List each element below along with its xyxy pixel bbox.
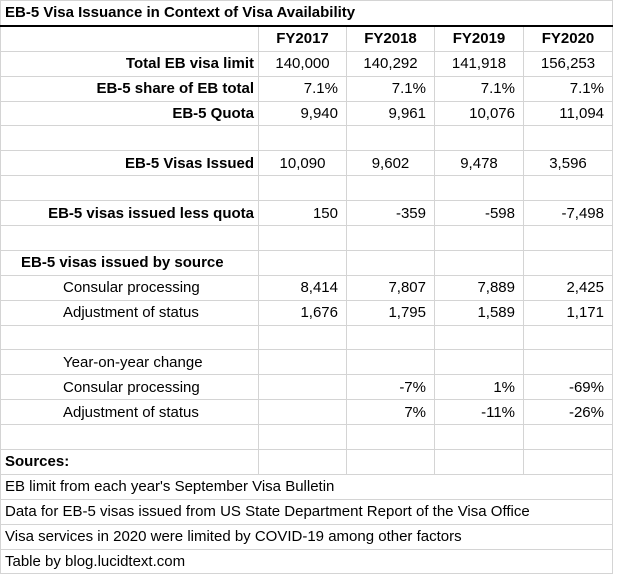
row-yoy-adjustment: Adjustment of status 7% -11% -26% bbox=[0, 399, 613, 426]
row-adjustment: Adjustment of status 1,676 1,795 1,589 1… bbox=[0, 299, 613, 326]
cell-value: -26% bbox=[523, 399, 613, 426]
row-label: Adjustment of status bbox=[0, 299, 259, 326]
note-line: EB limit from each year's September Visa… bbox=[0, 473, 613, 500]
cell-value: -7,498 bbox=[523, 200, 613, 227]
row-yoy-header: Year-on-year change bbox=[0, 349, 613, 376]
blank-row bbox=[0, 225, 613, 251]
cell-value: 1,795 bbox=[346, 299, 435, 326]
empty-cell bbox=[0, 25, 259, 52]
year-header: FY2019 bbox=[434, 25, 524, 52]
cell-value: 150 bbox=[258, 200, 347, 227]
row-note: Table by blog.lucidtext.com bbox=[0, 548, 613, 575]
row-less-quota: EB-5 visas issued less quota 150 -359 -5… bbox=[0, 200, 613, 227]
row-consular: Consular processing 8,414 7,807 7,889 2,… bbox=[0, 274, 613, 301]
cell-value: 7.1% bbox=[523, 75, 613, 102]
cell-value: 7% bbox=[346, 399, 435, 426]
row-label: EB-5 visas issued less quota bbox=[0, 200, 259, 227]
row-share: EB-5 share of EB total 7.1% 7.1% 7.1% 7.… bbox=[0, 75, 613, 102]
note-line: Visa services in 2020 were limited by CO… bbox=[0, 523, 613, 550]
cell-value: 1% bbox=[434, 374, 524, 401]
row-note: Data for EB-5 visas issued from US State… bbox=[0, 498, 613, 525]
cell-value: -11% bbox=[434, 399, 524, 426]
row-issued: EB-5 Visas Issued 10,090 9,602 9,478 3,5… bbox=[0, 150, 613, 177]
row-yoy-consular: Consular processing -7% 1% -69% bbox=[0, 374, 613, 401]
cell-value: 140,000 bbox=[258, 50, 347, 77]
cell-value: 10,076 bbox=[434, 100, 524, 127]
cell-value: 156,253 bbox=[523, 50, 613, 77]
header-row: FY2017 FY2018 FY2019 FY2020 bbox=[0, 25, 613, 52]
row-label: Total EB visa limit bbox=[0, 50, 259, 77]
cell-value: 1,589 bbox=[434, 299, 524, 326]
cell-value: 7.1% bbox=[346, 75, 435, 102]
blank-row bbox=[0, 125, 613, 152]
row-note: EB limit from each year's September Visa… bbox=[0, 473, 613, 500]
blank-row bbox=[0, 324, 613, 351]
row-by-source-header: EB-5 visas issued by source bbox=[0, 249, 613, 276]
section-label: Year-on-year change bbox=[0, 349, 259, 376]
cell-value: 141,918 bbox=[434, 50, 524, 77]
cell-value: 9,961 bbox=[346, 100, 435, 127]
row-label: EB-5 Visas Issued bbox=[0, 150, 259, 177]
eb5-table: EB-5 Visa Issuance in Context of Visa Av… bbox=[0, 0, 613, 575]
row-label: Consular processing bbox=[0, 374, 259, 401]
cell-value: -598 bbox=[434, 200, 524, 227]
row-label: Adjustment of status bbox=[0, 399, 259, 426]
year-header: FY2017 bbox=[258, 25, 347, 52]
cell-value bbox=[258, 399, 347, 426]
table-title: EB-5 Visa Issuance in Context of Visa Av… bbox=[0, 0, 613, 27]
year-header: FY2018 bbox=[346, 25, 435, 52]
sources-label: Sources: bbox=[0, 449, 259, 475]
row-label: EB-5 share of EB total bbox=[0, 75, 259, 102]
cell-value: 9,478 bbox=[434, 150, 524, 177]
cell-value: 11,094 bbox=[523, 100, 613, 127]
title-row: EB-5 Visa Issuance in Context of Visa Av… bbox=[0, 0, 613, 27]
cell-value: 7.1% bbox=[258, 75, 347, 102]
row-label: EB-5 Quota bbox=[0, 100, 259, 127]
cell-value: 7,889 bbox=[434, 274, 524, 301]
cell-value: 140,292 bbox=[346, 50, 435, 77]
cell-value: 7.1% bbox=[434, 75, 524, 102]
note-line: Data for EB-5 visas issued from US State… bbox=[0, 498, 613, 525]
cell-value: 7,807 bbox=[346, 274, 435, 301]
note-line: Table by blog.lucidtext.com bbox=[0, 548, 613, 575]
cell-value: -359 bbox=[346, 200, 435, 227]
row-sources: Sources: bbox=[0, 449, 613, 475]
row-total-limit: Total EB visa limit 140,000 140,292 141,… bbox=[0, 50, 613, 77]
cell-value: 1,171 bbox=[523, 299, 613, 326]
cell-value: 9,602 bbox=[346, 150, 435, 177]
cell-value: 10,090 bbox=[258, 150, 347, 177]
row-note: Visa services in 2020 were limited by CO… bbox=[0, 523, 613, 550]
cell-value: -7% bbox=[346, 374, 435, 401]
year-header: FY2020 bbox=[523, 25, 613, 52]
cell-value bbox=[258, 374, 347, 401]
row-quota: EB-5 Quota 9,940 9,961 10,076 11,094 bbox=[0, 100, 613, 127]
cell-value: 8,414 bbox=[258, 274, 347, 301]
section-label: EB-5 visas issued by source bbox=[0, 249, 259, 276]
cell-value: 2,425 bbox=[523, 274, 613, 301]
blank-row bbox=[0, 175, 613, 202]
cell-value: 9,940 bbox=[258, 100, 347, 127]
cell-value: 1,676 bbox=[258, 299, 347, 326]
blank-row bbox=[0, 424, 613, 451]
cell-value: 3,596 bbox=[523, 150, 613, 177]
cell-value: -69% bbox=[523, 374, 613, 401]
row-label: Consular processing bbox=[0, 274, 259, 301]
